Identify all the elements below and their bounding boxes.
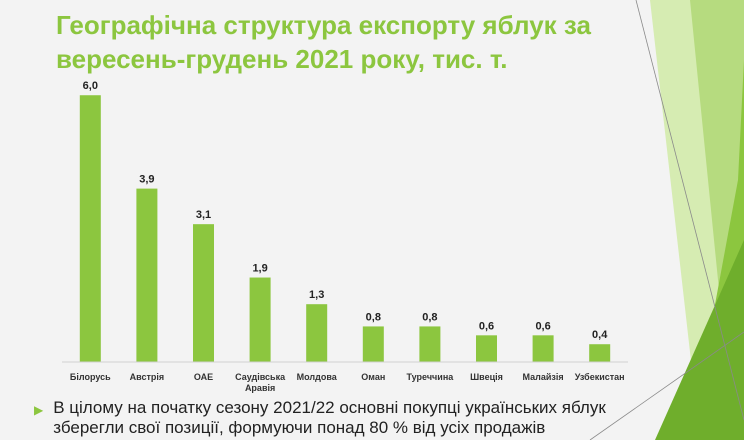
category-label: Молдова: [297, 372, 338, 382]
category-label-line: Малайзія: [523, 372, 564, 382]
bar-value-label: 1,3: [309, 289, 324, 301]
bullet-point: ▶ В цілому на початку сезону 2021/22 осн…: [34, 398, 634, 438]
category-label-line: Узбекистан: [575, 372, 625, 382]
bar-1: [79, 95, 101, 362]
category-label: Австрія: [130, 372, 164, 382]
category-label-line: Молдова: [297, 372, 338, 382]
category-label-line: Білорусь: [70, 372, 111, 382]
category-label-line: Швеція: [470, 372, 503, 382]
bar-value-label: 0,4: [592, 329, 608, 341]
decor-line: [635, 0, 744, 421]
category-label: Узбекистан: [575, 372, 625, 382]
category-label: Туреччина: [407, 372, 455, 382]
category-label: ОАЕ: [194, 372, 213, 382]
bar-3: [193, 224, 214, 362]
bullet-text: В цілому на початку сезону 2021/22 основ…: [53, 398, 606, 437]
category-label-line: Туреччина: [407, 372, 455, 382]
category-label: Саудівська Аравія: [235, 372, 286, 393]
category-label-line: ОАЕ: [194, 372, 213, 382]
bar-2: [136, 188, 158, 362]
category-label: Малайзія: [523, 372, 564, 382]
bar-8: [476, 335, 497, 362]
bar-7: [419, 326, 441, 362]
category-label-line: Австрія: [130, 372, 164, 382]
bar-value-label: 6,0: [83, 80, 98, 92]
bar-value-label: 3,9: [139, 174, 154, 186]
bar-value-label: 0,8: [422, 311, 437, 323]
category-label: Швеція: [470, 372, 503, 382]
bar-9: [532, 335, 554, 362]
bar-value-label: 0,6: [535, 320, 550, 332]
category-label-line: Саудівська: [235, 372, 286, 382]
chart-title: Географічна структура експорту яблук за …: [56, 10, 591, 74]
bar-6: [362, 326, 384, 362]
decor-line: [589, 331, 744, 440]
category-label-line: Оман: [361, 372, 385, 382]
bar-4: [249, 277, 271, 362]
category-label-line: Аравія: [245, 383, 275, 393]
category-label: Оман: [361, 372, 385, 382]
bar-value-label: 3,1: [196, 209, 211, 221]
category-label: Білорусь: [70, 372, 111, 382]
bar-10: [589, 344, 611, 362]
triangle-right-icon: ▶: [34, 403, 44, 417]
bar-value-label: 1,9: [252, 263, 267, 275]
decor-dark-green-shape: [655, 240, 744, 440]
bar-5: [306, 304, 328, 362]
bar-value-label: 0,8: [366, 311, 381, 323]
bar-value-label: 0,6: [479, 320, 494, 332]
